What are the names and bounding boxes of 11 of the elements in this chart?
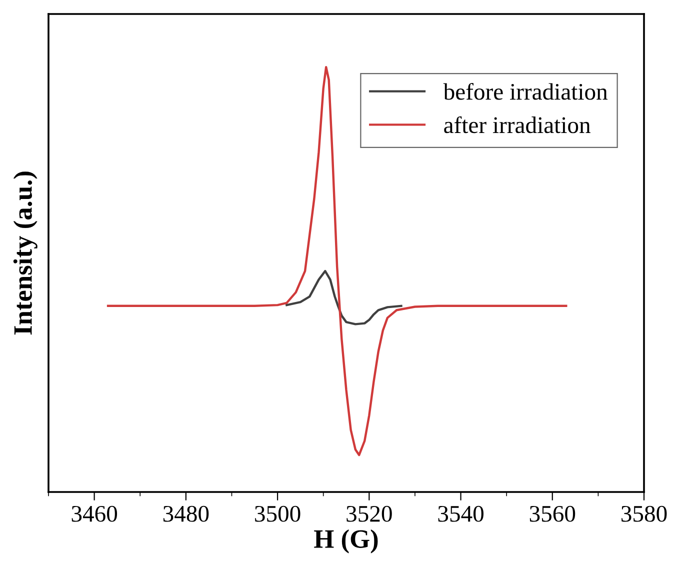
- x-tick-label: 3520: [346, 506, 392, 522]
- x-tick-label: 3460: [72, 506, 118, 522]
- y-axis-title: Intensity (a.u.): [13, 172, 38, 335]
- x-tick-label: 3480: [163, 506, 209, 522]
- x-tick-label: 3560: [530, 506, 576, 522]
- x-tick-label: 3580: [622, 506, 667, 522]
- legend-label: after irradiation: [444, 116, 590, 134]
- x-tick-label: 3540: [438, 506, 484, 522]
- x-axis-title: H (G): [314, 529, 378, 554]
- legend-label: before irradiation: [443, 82, 608, 100]
- x-tick-label: 3500: [255, 506, 300, 522]
